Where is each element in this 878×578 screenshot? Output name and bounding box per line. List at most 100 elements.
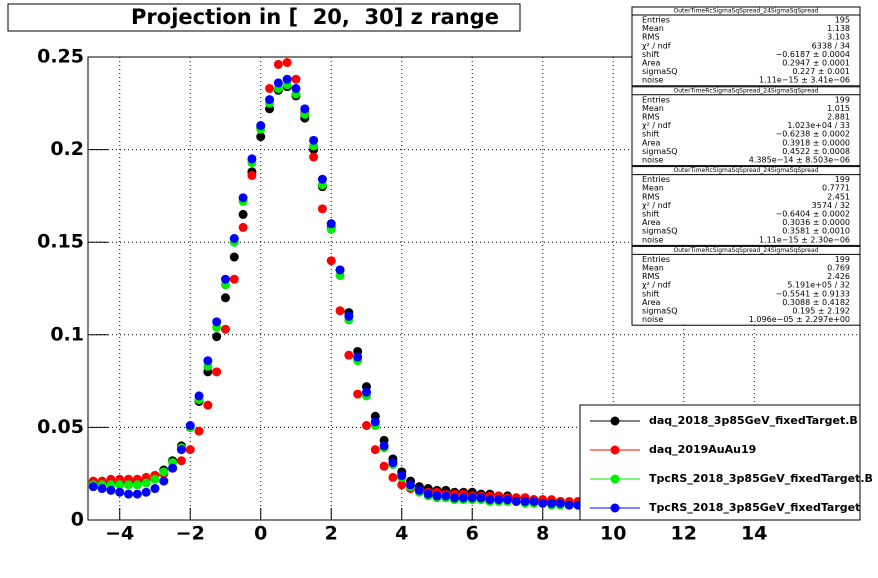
- x-tick-label: −4: [105, 523, 134, 545]
- data-point: [185, 421, 195, 431]
- x-tick-label: 10: [600, 523, 626, 545]
- data-point: [538, 498, 548, 508]
- stats-label: Mean: [642, 104, 664, 113]
- y-tick-label: 0.15: [37, 231, 84, 253]
- stats-value: −0.6404 ± 0.0002: [776, 210, 850, 219]
- stats-label: shift: [642, 210, 659, 219]
- stats-box: [631, 6, 861, 87]
- stats-value: 3574 / 32: [812, 201, 850, 210]
- data-point: [168, 463, 178, 473]
- data-point: [247, 171, 257, 181]
- stats-title: OuterTimeRcSigmaSqSpread_24SigmaSqSpread: [674, 167, 819, 174]
- stats-value: 0.4522 ± 0.0008: [782, 147, 850, 156]
- data-point: [132, 489, 142, 499]
- stats-label: Entries: [642, 16, 670, 25]
- data-point: [335, 306, 345, 316]
- stats-label: Mean: [642, 264, 664, 273]
- stats-label: χ² / ndf: [642, 121, 671, 130]
- stats-label: Area: [642, 298, 661, 307]
- data-point: [229, 274, 239, 284]
- stats-value: 0.3088 ± 0.4182: [782, 298, 850, 307]
- stats-label: shift: [642, 50, 659, 59]
- stats-value: 1.015: [827, 104, 850, 113]
- stats-value: 4.385e−14 ± 8.503e−06: [749, 156, 850, 165]
- data-point: [494, 495, 504, 505]
- stats-label: shift: [642, 130, 659, 139]
- data-point: [511, 496, 521, 506]
- data-point: [238, 222, 248, 232]
- data-point: [265, 83, 275, 93]
- data-point: [467, 493, 477, 503]
- stats-value: 0.3581 ± 0.0010: [782, 227, 850, 236]
- stats-label: noise: [642, 235, 663, 244]
- legend-marker: [610, 474, 620, 484]
- data-point: [450, 493, 460, 503]
- legend-label: daq_2019AuAu19: [649, 443, 756, 456]
- data-point: [238, 193, 248, 203]
- data-point: [203, 400, 213, 410]
- stats-label: noise: [642, 315, 663, 324]
- data-point: [317, 204, 327, 214]
- stats-label: Area: [642, 59, 661, 68]
- legend-marker: [610, 503, 620, 513]
- data-point: [406, 480, 416, 490]
- x-tick-label: 0: [254, 523, 267, 545]
- data-point: [529, 496, 539, 506]
- stats-value: −0.5541 ± 0.9133: [776, 289, 850, 298]
- data-point: [344, 350, 354, 360]
- data-point: [344, 311, 354, 321]
- stats-label: Area: [642, 138, 661, 147]
- stats-label: Mean: [642, 184, 664, 193]
- stats-label: χ² / ndf: [642, 201, 671, 210]
- y-tick-label: 0: [71, 509, 84, 531]
- x-tick-label: 12: [671, 523, 697, 545]
- data-point: [115, 487, 125, 497]
- legend-label: TpcRS_2018_3p85GeV_fixedTarget.B: [649, 472, 873, 485]
- data-point: [115, 480, 125, 490]
- stats-value: 0.769: [827, 264, 850, 273]
- stats-value: 199: [835, 95, 850, 104]
- data-point: [220, 274, 230, 284]
- y-tick-label: 0.05: [37, 416, 84, 438]
- stats-value: 2.451: [827, 192, 850, 201]
- stats-value: 1.11e−15 ± 3.41e−06: [759, 76, 850, 85]
- data-point: [194, 391, 204, 401]
- stats-value: 199: [835, 255, 850, 264]
- data-point: [159, 476, 169, 486]
- data-point: [485, 495, 495, 505]
- data-point: [159, 467, 169, 477]
- data-point: [106, 485, 116, 495]
- y-tick-label: 0.1: [50, 323, 84, 345]
- data-point: [326, 256, 336, 266]
- data-point: [458, 493, 468, 503]
- stats-label: χ² / ndf: [642, 41, 671, 50]
- data-point: [291, 74, 301, 84]
- data-point: [238, 209, 248, 219]
- data-point: [194, 426, 204, 436]
- stats-value: 6338 / 34: [812, 41, 850, 50]
- stats-value: 1.096e−05 ± 2.297e+00: [749, 315, 850, 324]
- stats-label: Entries: [642, 175, 670, 184]
- stats-box: [631, 245, 861, 326]
- stats-label: noise: [642, 156, 663, 165]
- data-point: [317, 174, 327, 184]
- data-point: [265, 95, 275, 105]
- data-point: [423, 489, 433, 499]
- stats-value: 199: [835, 175, 850, 184]
- data-point: [203, 356, 213, 366]
- x-tick-label: 2: [325, 523, 338, 545]
- data-point: [176, 445, 186, 455]
- data-point: [220, 324, 230, 334]
- stats-value: 0.195 ± 2.192: [792, 307, 850, 316]
- stats-value: −0.6187 ± 0.0004: [776, 50, 850, 59]
- data-point: [176, 456, 186, 466]
- stats-value: 0.2947 ± 0.0001: [782, 59, 850, 68]
- stats-value: 195: [835, 16, 850, 25]
- title-box: [7, 3, 521, 32]
- stats-value: 1.11e−15 ± 2.30e−06: [759, 235, 850, 244]
- data-point: [185, 445, 195, 455]
- stats-title: OuterTimeRcSigmaSqSpread_24SigmaSqSpread: [674, 247, 819, 254]
- legend-box: [579, 404, 861, 521]
- stats-label: Entries: [642, 95, 670, 104]
- x-tick-label: 6: [466, 523, 479, 545]
